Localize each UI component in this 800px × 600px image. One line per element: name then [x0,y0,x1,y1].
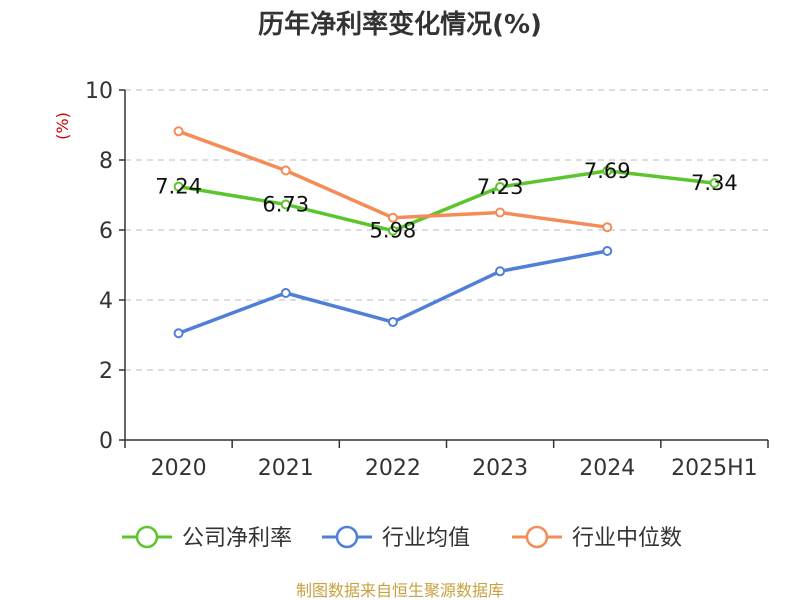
x-tick-label: 2024 [579,456,635,481]
data-label: 7.24 [155,175,202,199]
data-point[interactable] [602,165,613,176]
x-tick-label: 2020 [151,456,207,481]
grid-lines [125,89,768,371]
source-note: 制图数据来自恒生聚源数据库 [296,581,504,600]
x-tick-label: 2025H1 [671,456,758,481]
series-lines [173,126,720,339]
data-label: 7.34 [691,171,738,195]
data-label: 7.69 [584,159,631,183]
x-tick-label: 2022 [365,456,421,481]
legend-label: 行业均值 [382,526,470,551]
data-point[interactable] [495,207,506,218]
y-axis-unit-label: (%) [53,112,72,140]
data-point[interactable] [280,165,291,176]
legend-label: 行业中位数 [572,526,682,551]
data-point[interactable] [709,178,720,189]
x-tick-label: 2023 [472,456,528,481]
y-tick-label: 6 [99,219,113,244]
data-point[interactable] [173,126,184,137]
series-line-0 [178,169,715,233]
legend-label: 公司净利率 [182,526,292,551]
y-tick-label: 0 [99,429,113,454]
data-point[interactable] [495,266,506,277]
legend-marker [135,525,159,549]
data-point[interactable] [495,181,506,192]
data-point[interactable] [602,246,613,256]
legend-marker [335,525,359,549]
chart-title: 历年净利率变化情况(%) [258,9,542,40]
data-point[interactable] [173,328,184,339]
legend-item-2[interactable]: 行业中位数 [512,525,682,551]
axes: 0 2 4 6 8 10 2020 2021 2022 2023 2024 2025H1 [85,79,769,481]
data-point[interactable] [280,288,291,298]
legend-item-1[interactable]: 行业均值 [322,525,470,551]
y-tick-label: 8 [99,149,113,174]
data-point[interactable] [387,225,398,236]
data-point[interactable] [387,317,398,328]
legend-marker [525,525,549,549]
data-label: 6.73 [262,192,309,216]
data-labels: 7.24 6.73 5.98 7.23 7.69 7.34 [155,159,738,243]
x-tick-label: 2021 [258,456,314,481]
y-tick-label: 10 [85,79,113,104]
legend-item-0[interactable]: 公司净利率 [122,525,292,551]
y-tick-label: 2 [99,359,113,384]
data-label: 7.23 [477,175,524,199]
legend[interactable]: 公司净利率 行业均值 行业中位数 [122,525,682,551]
y-tick-label: 4 [99,289,113,314]
data-point[interactable] [280,199,291,210]
data-label: 5.98 [370,219,417,243]
data-point[interactable] [387,212,398,223]
data-point[interactable] [173,181,184,192]
data-point[interactable] [602,222,613,233]
